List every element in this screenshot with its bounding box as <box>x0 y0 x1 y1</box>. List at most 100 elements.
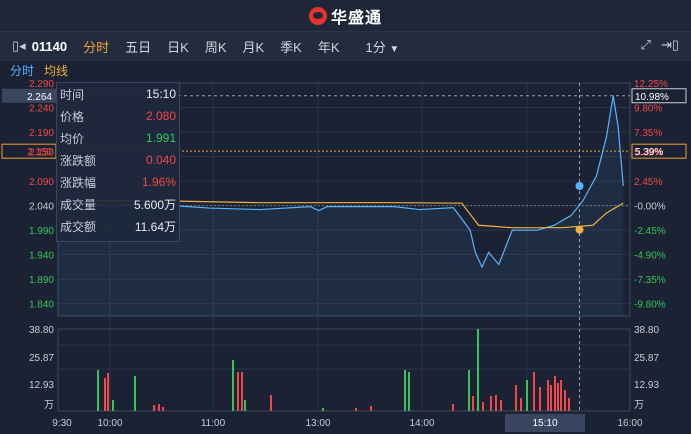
volume-bar <box>232 360 234 411</box>
logo-icon <box>308 6 327 25</box>
volume-bar <box>162 407 164 411</box>
volume-bar <box>568 398 570 411</box>
chgpct-value: 1.96% <box>141 175 176 189</box>
tab-quarterly[interactable]: 季K <box>280 39 302 55</box>
volume-bar <box>153 405 155 411</box>
volume-tick-label-right: 12.93 <box>634 380 659 391</box>
price-cursor-dot <box>575 182 584 191</box>
toolbar: ▯◂ 01140 分时 五日 日K 周K 月K 季K 年K 1分 ▼ ⤢ ⇥▯ <box>0 31 691 61</box>
volume-bar <box>244 400 246 411</box>
volume-bar <box>452 404 454 411</box>
price-area <box>58 95 624 316</box>
price-tick-label: 1.840 <box>29 300 54 311</box>
cursor-price-label: 2.264 <box>27 92 52 103</box>
volume-bar <box>515 385 517 411</box>
interval-value: 1分 <box>365 39 386 55</box>
stock-code: 01140 <box>31 38 68 54</box>
volume-unit: 万 <box>44 400 54 411</box>
volume-bar <box>158 404 160 411</box>
tab-intraday[interactable]: 分时 <box>83 39 110 55</box>
ref-pct-label: 5.39% <box>635 147 663 158</box>
fullscreen-icon[interactable]: ⤢ <box>640 37 651 52</box>
avg-cursor-dot <box>575 225 584 234</box>
price-tick-label: 2.240 <box>29 104 54 115</box>
volume-bar <box>520 398 522 411</box>
time-tick-label: 16:00 <box>617 418 642 429</box>
avg-value: 1.991 <box>145 131 176 145</box>
price-tick-label: 1.990 <box>29 226 54 237</box>
volume-tick-label: 25.87 <box>29 353 54 364</box>
cursor-pct-box <box>631 88 687 104</box>
volume-bar <box>547 380 549 411</box>
volume-bars: 38.80 38.80 25.87 25.87 12.93 12.93 万 万 <box>29 325 659 411</box>
volume-bar <box>526 380 528 411</box>
time-value: 15:10 <box>145 87 176 101</box>
avg-label: 均价 <box>60 131 85 146</box>
volume-tick-label-right: 38.80 <box>634 325 659 336</box>
cursor-pct-label: 10.98% <box>635 92 669 103</box>
interval-select[interactable]: 1分 ▼ <box>366 37 400 56</box>
amt-value: 11.64万 <box>134 219 176 234</box>
pct-tick-label: -7.35% <box>634 275 666 286</box>
chevron-down-icon: ▼ <box>389 43 400 55</box>
price-value: 2.080 <box>145 109 176 123</box>
volume-bar <box>112 400 114 411</box>
volume-bar <box>490 396 492 411</box>
volume-bar <box>557 383 559 411</box>
tab-5day[interactable]: 五日 <box>125 39 152 55</box>
pct-tick-label: 9.80% <box>634 104 662 115</box>
time-tick-label: 10:00 <box>97 418 122 429</box>
volume-bar <box>104 378 106 411</box>
volume-tick-label: 38.80 <box>29 325 54 336</box>
volume-bar <box>107 373 109 411</box>
price-tick-label: 2.290 <box>29 80 54 90</box>
tab-daily[interactable]: 日K <box>167 39 189 55</box>
time-tick-label: 15:10 <box>532 418 557 429</box>
collapse-icon[interactable]: ▯◂ <box>12 38 26 53</box>
volume-tick-label-right: 25.87 <box>634 353 659 364</box>
chg-label: 涨跌额 <box>60 153 97 168</box>
volume-bar <box>322 408 324 411</box>
exit-icon[interactable]: ⇥▯ <box>660 37 679 52</box>
chgpct-label: 涨跌幅 <box>60 175 97 190</box>
volume-bar <box>370 406 372 411</box>
tab-yearly[interactable]: 年K <box>317 39 340 55</box>
time-tick-label: 11:00 <box>201 418 226 429</box>
app-logo: 华盛通 <box>308 4 382 28</box>
tab-weekly[interactable]: 周K <box>204 39 227 55</box>
pct-axis-right: 12.25% 9.80% 7.35% 5.39% 2.45% -0.00% -2.45% -4… <box>631 80 687 311</box>
volume-bar <box>564 390 566 411</box>
volume-unit-right: 万 <box>634 400 644 411</box>
volume-bar <box>539 387 541 411</box>
time-tick-label: 13:00 <box>305 418 330 429</box>
price-line <box>58 95 624 269</box>
info-panel: 时间 15:10 价格 2.080 均价 1.991 涨跌额 0.040 涨跌幅 1.96… <box>56 82 180 242</box>
vol-value: 5.600万 <box>133 197 176 212</box>
volume-bar <box>560 380 562 411</box>
vol-label: 成交量 <box>60 197 97 212</box>
subtab-avg[interactable]: 均线 <box>44 63 69 78</box>
pct-tick-label: -9.80% <box>634 300 666 311</box>
ref-price-label: 2.150 <box>27 147 52 158</box>
volume-bar <box>468 370 470 411</box>
price-tick-label: 2.040 <box>29 202 54 213</box>
time-label: 时间 <box>60 87 85 102</box>
subtab-intraday[interactable]: 分时 <box>10 63 35 78</box>
pct-tick-label: 2.45% <box>634 177 662 188</box>
chg-value: 0.040 <box>145 153 176 167</box>
volume-tick-label: 12.93 <box>29 380 54 391</box>
volume-bar <box>97 370 99 411</box>
volume-bar <box>408 372 410 411</box>
time-tick-label: 14:00 <box>409 418 434 429</box>
time-axis: 9:30 10:00 11:00 13:00 14:00 15:10 16:00 <box>52 414 643 432</box>
volume-bar <box>495 395 497 411</box>
tab-monthly[interactable]: 月K <box>242 39 265 55</box>
volume-frame <box>57 328 631 412</box>
volume-bar <box>134 376 136 411</box>
volume-bar <box>404 370 406 411</box>
pct-tick-label: 7.35% <box>634 128 662 139</box>
price-axis-left: 2.290 2.240 2.190 2.150 2.090 2.040 1.990 1.940… <box>1 80 57 311</box>
pct-tick-label: 12.25% <box>634 80 668 90</box>
volume-bar <box>355 408 357 411</box>
volume-bar <box>500 400 502 411</box>
